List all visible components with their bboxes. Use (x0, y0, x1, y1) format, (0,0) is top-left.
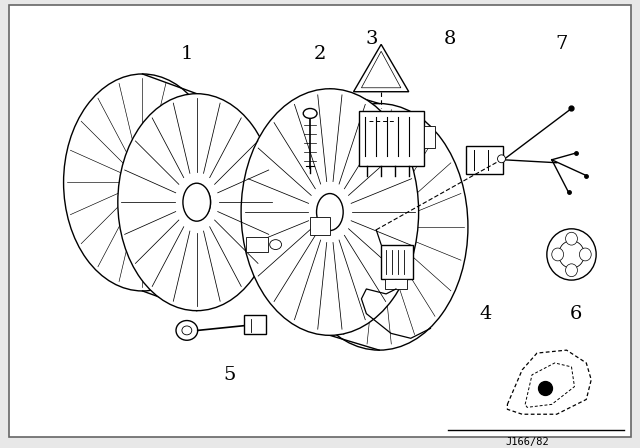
Polygon shape (353, 44, 409, 92)
Ellipse shape (497, 155, 506, 163)
Bar (385, 279, 407, 289)
Text: 3: 3 (365, 30, 378, 48)
Bar (466, 146, 504, 173)
Bar (202, 172, 315, 232)
Ellipse shape (193, 187, 211, 217)
Ellipse shape (183, 183, 211, 221)
Ellipse shape (366, 208, 392, 246)
Text: 1: 1 (180, 45, 193, 63)
Text: 112: 112 (374, 73, 388, 78)
Ellipse shape (176, 320, 198, 340)
Ellipse shape (566, 264, 577, 277)
Bar (244, 314, 266, 334)
Text: 7: 7 (556, 35, 568, 53)
Ellipse shape (291, 103, 468, 350)
Ellipse shape (547, 229, 596, 280)
Ellipse shape (129, 164, 156, 202)
Polygon shape (362, 51, 401, 88)
Ellipse shape (182, 326, 192, 335)
Bar (360, 112, 424, 166)
Text: 4: 4 (479, 305, 492, 323)
Ellipse shape (306, 187, 324, 217)
Ellipse shape (566, 232, 577, 245)
Ellipse shape (118, 94, 276, 310)
Ellipse shape (552, 248, 564, 261)
Ellipse shape (63, 74, 221, 291)
Text: 6: 6 (570, 305, 582, 323)
Ellipse shape (269, 240, 282, 250)
Ellipse shape (241, 89, 419, 336)
Ellipse shape (303, 108, 317, 118)
Bar (310, 217, 330, 235)
Text: 2: 2 (314, 45, 326, 63)
Text: 8: 8 (444, 30, 456, 48)
Ellipse shape (579, 248, 591, 261)
Bar (381, 245, 413, 279)
Text: 5: 5 (223, 366, 236, 384)
Ellipse shape (559, 241, 584, 268)
Bar (424, 126, 435, 148)
Bar (246, 237, 268, 253)
Ellipse shape (317, 194, 343, 231)
Text: J166/82: J166/82 (505, 437, 549, 447)
